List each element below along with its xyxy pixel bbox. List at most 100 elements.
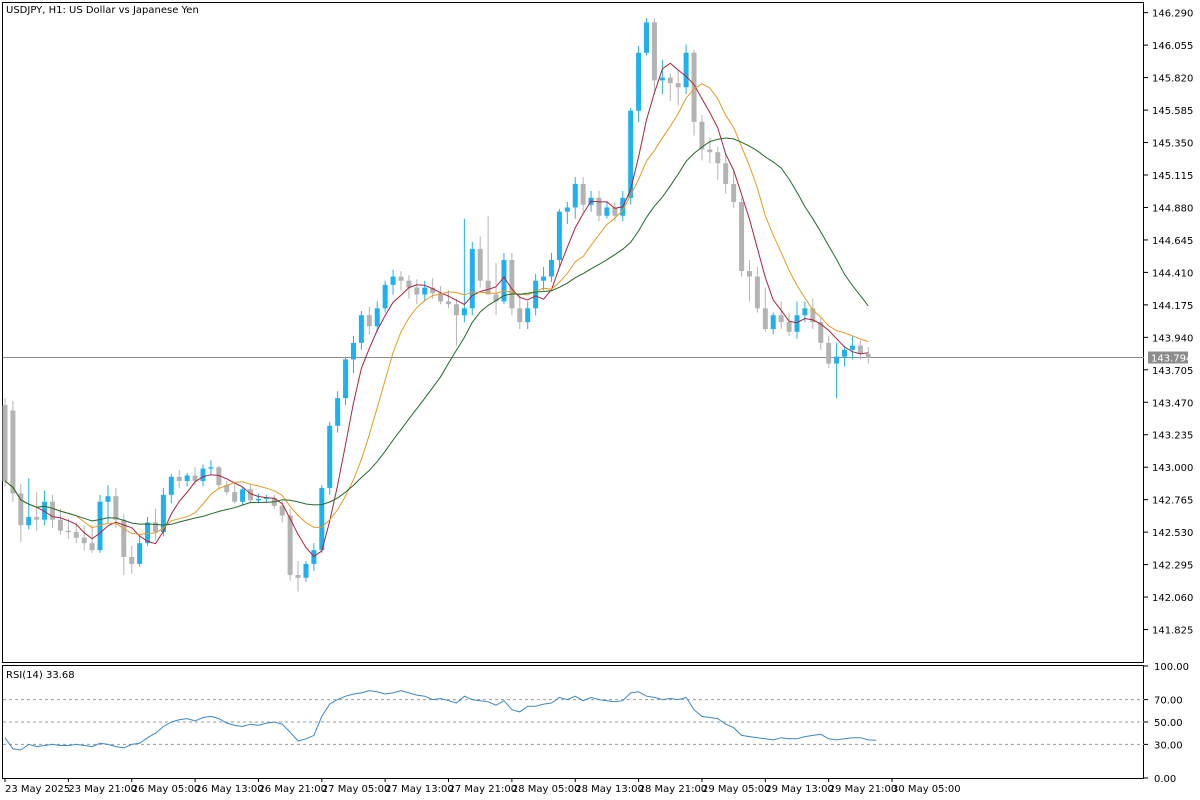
- candle[interactable]: [517, 294, 523, 330]
- candle[interactable]: [667, 73, 673, 102]
- candle[interactable]: [509, 253, 515, 316]
- candle[interactable]: [548, 253, 554, 283]
- candle[interactable]: [414, 279, 420, 305]
- candle[interactable]: [865, 347, 871, 364]
- candle[interactable]: [675, 69, 681, 106]
- candle[interactable]: [263, 494, 269, 504]
- candle[interactable]: [406, 275, 412, 299]
- candle-body: [636, 52, 642, 111]
- candle[interactable]: [794, 301, 800, 339]
- candle[interactable]: [42, 490, 48, 526]
- candle[interactable]: [350, 335, 356, 374]
- candle[interactable]: [556, 208, 562, 267]
- candle[interactable]: [422, 280, 428, 302]
- candle[interactable]: [770, 312, 776, 335]
- candle[interactable]: [485, 215, 491, 295]
- candle[interactable]: [240, 486, 246, 505]
- candle[interactable]: [446, 290, 452, 309]
- candle[interactable]: [826, 335, 832, 368]
- candle[interactable]: [731, 168, 737, 208]
- candle[interactable]: [295, 561, 301, 592]
- candle[interactable]: [97, 494, 103, 553]
- candle[interactable]: [810, 298, 816, 330]
- candle[interactable]: [659, 59, 665, 95]
- candle[interactable]: [50, 494, 56, 528]
- candle[interactable]: [2, 398, 8, 487]
- candle-body: [564, 207, 570, 212]
- candle[interactable]: [762, 287, 768, 332]
- candle[interactable]: [303, 561, 309, 582]
- candle[interactable]: [65, 518, 71, 540]
- candle[interactable]: [34, 492, 40, 531]
- candle[interactable]: [184, 472, 190, 487]
- candle[interactable]: [477, 236, 483, 288]
- candle[interactable]: [390, 269, 396, 295]
- candle[interactable]: [57, 508, 63, 535]
- candle[interactable]: [572, 177, 578, 219]
- candle[interactable]: [255, 493, 261, 504]
- candle-body: [168, 476, 174, 495]
- candle[interactable]: [651, 18, 657, 92]
- candle[interactable]: [168, 474, 174, 504]
- candle[interactable]: [715, 146, 721, 180]
- candle[interactable]: [778, 301, 784, 330]
- candle[interactable]: [176, 469, 182, 488]
- candle[interactable]: [382, 280, 388, 313]
- candle[interactable]: [533, 273, 539, 316]
- candle[interactable]: [746, 259, 752, 302]
- candle-body: [644, 22, 650, 53]
- candle[interactable]: [232, 483, 238, 504]
- candle[interactable]: [754, 266, 760, 313]
- candle[interactable]: [564, 201, 570, 225]
- candle[interactable]: [287, 508, 293, 581]
- candle[interactable]: [129, 545, 135, 574]
- candle[interactable]: [105, 485, 111, 523]
- candle[interactable]: [849, 335, 855, 360]
- candle[interactable]: [786, 312, 792, 336]
- candle[interactable]: [18, 483, 24, 542]
- candle[interactable]: [200, 464, 206, 487]
- candle[interactable]: [398, 271, 404, 291]
- candle[interactable]: [842, 345, 848, 367]
- candle[interactable]: [739, 197, 745, 277]
- candle[interactable]: [335, 391, 341, 433]
- candle[interactable]: [319, 485, 325, 553]
- candle[interactable]: [683, 44, 689, 95]
- candle[interactable]: [113, 487, 119, 528]
- candle[interactable]: [636, 45, 642, 122]
- candle-body: [50, 501, 56, 520]
- candle[interactable]: [121, 514, 127, 575]
- candle[interactable]: [493, 262, 499, 316]
- candle[interactable]: [81, 525, 87, 551]
- candle[interactable]: [343, 356, 349, 406]
- price-tick-label: 145.115: [1152, 171, 1193, 182]
- candle[interactable]: [818, 317, 824, 350]
- candle[interactable]: [327, 421, 333, 495]
- candle[interactable]: [358, 311, 364, 350]
- candle[interactable]: [834, 342, 840, 399]
- candle[interactable]: [224, 481, 230, 495]
- candle[interactable]: [216, 465, 222, 490]
- candle[interactable]: [857, 340, 863, 360]
- candle[interactable]: [461, 218, 467, 323]
- candle[interactable]: [596, 190, 602, 222]
- candle[interactable]: [691, 49, 697, 136]
- candle[interactable]: [453, 298, 459, 346]
- candle[interactable]: [137, 536, 143, 567]
- candle[interactable]: [208, 460, 214, 476]
- candle[interactable]: [10, 400, 16, 502]
- candle[interactable]: [604, 201, 610, 219]
- candle[interactable]: [438, 286, 444, 305]
- candle[interactable]: [73, 522, 79, 544]
- candle[interactable]: [366, 306, 372, 335]
- candle[interactable]: [525, 301, 531, 330]
- candle[interactable]: [469, 242, 475, 316]
- candle[interactable]: [541, 266, 547, 291]
- candle[interactable]: [699, 114, 705, 161]
- candle[interactable]: [707, 138, 713, 164]
- candle[interactable]: [374, 301, 380, 332]
- candle[interactable]: [580, 177, 586, 212]
- candle[interactable]: [644, 18, 650, 56]
- candle[interactable]: [723, 153, 729, 194]
